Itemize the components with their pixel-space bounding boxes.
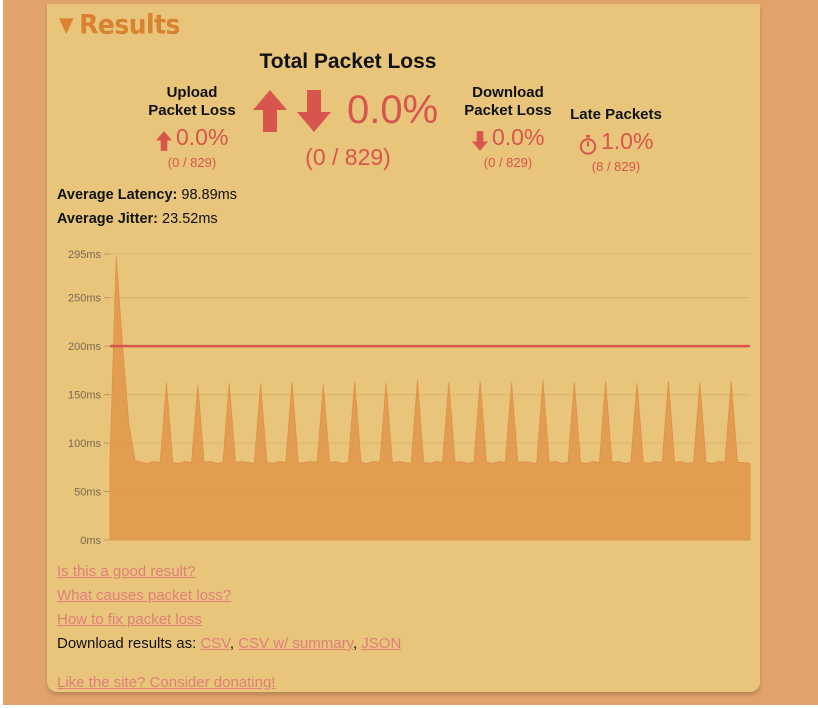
y-tick-label: 200ms — [68, 341, 102, 353]
fix-packet-loss-link[interactable]: How to fix packet loss — [57, 611, 203, 628]
download-results-label: Download results as: — [57, 635, 197, 652]
download-value: 0.0% — [492, 124, 545, 150]
total-loss-value: 0.0% — [347, 88, 439, 132]
y-tick-label: 150ms — [68, 390, 102, 402]
download-block: Download Packet Loss 0.0% (0 / 829) — [443, 84, 573, 170]
late-packets-value: 1.0% — [601, 128, 654, 154]
average-latency-value: 98.89ms — [181, 187, 238, 203]
stopwatch-icon — [579, 134, 596, 155]
csv-download-link[interactable]: CSV — [200, 635, 230, 652]
average-latency: Average Latency: 98.89ms — [57, 187, 237, 203]
results-panel: ▼ Results Total Packet Loss 0.0% (0 / 829… — [47, 4, 760, 692]
y-tick-label: 50ms — [74, 487, 101, 499]
late-packets-ratio: (8 / 829) — [591, 159, 641, 174]
download-arrow-icon — [297, 90, 331, 132]
download-label-line2: Packet Loss — [464, 102, 552, 119]
donate-link[interactable]: Like the site? Consider donating! — [57, 674, 276, 691]
average-latency-label: Average Latency: — [57, 187, 178, 203]
download-label-line1: Download — [472, 84, 544, 101]
upload-label-line1: Upload — [166, 84, 218, 101]
results-toggle[interactable]: ▼ Results — [59, 9, 180, 40]
upload-ratio: (0 / 829) — [167, 155, 217, 170]
average-jitter: Average Jitter: 23.52ms — [57, 211, 218, 227]
separator: , — [352, 635, 358, 652]
average-jitter-label: Average Jitter: — [57, 211, 159, 227]
y-tick-label: 100ms — [68, 438, 102, 450]
upload-small-arrow-icon — [155, 130, 172, 151]
y-tick-label: 295ms — [68, 249, 102, 261]
total-loss-ratio: (0 / 829) — [305, 144, 391, 170]
results-title: Results — [79, 8, 180, 41]
y-tick-label: 250ms — [68, 293, 102, 305]
late-packets-block: Late Packets 1.0% (8 / 829) — [553, 106, 679, 174]
upload-block: Upload Packet Loss 0.0% (0 / 829) — [127, 84, 257, 170]
packet-loss-causes-link[interactable]: What causes packet loss? — [57, 587, 232, 604]
total-loss-label: Total Packet Loss — [259, 50, 437, 73]
separator: , — [229, 635, 235, 652]
total-loss-value-row: 0.0% — [253, 88, 443, 134]
total-loss-block: Total Packet Loss — [243, 50, 453, 74]
upload-value: 0.0% — [176, 124, 229, 150]
upload-label-line2: Packet Loss — [148, 102, 236, 119]
y-tick-label: 0ms — [80, 535, 101, 547]
download-ratio: (0 / 829) — [483, 155, 533, 170]
download-small-arrow-icon — [471, 130, 488, 151]
upload-arrow-icon — [253, 90, 287, 132]
download-results-row: Download results as: CSV, CSV w/ summary… — [57, 635, 401, 652]
csv-summary-download-link[interactable]: CSV w/ summary — [238, 635, 353, 652]
late-packets-label: Late Packets — [570, 106, 662, 123]
good-result-link[interactable]: Is this a good result? — [57, 563, 196, 580]
json-download-link[interactable]: JSON — [361, 635, 402, 652]
latency-chart: 295ms 250ms 200ms 150ms 100ms 50ms 0ms — [68, 249, 751, 547]
collapse-triangle-icon: ▼ — [59, 13, 74, 37]
latency-series-area — [109, 256, 751, 541]
average-jitter-value: 23.52ms — [162, 211, 218, 227]
page-background: ▼ Results Total Packet Loss 0.0% (0 / 829… — [3, 0, 818, 705]
